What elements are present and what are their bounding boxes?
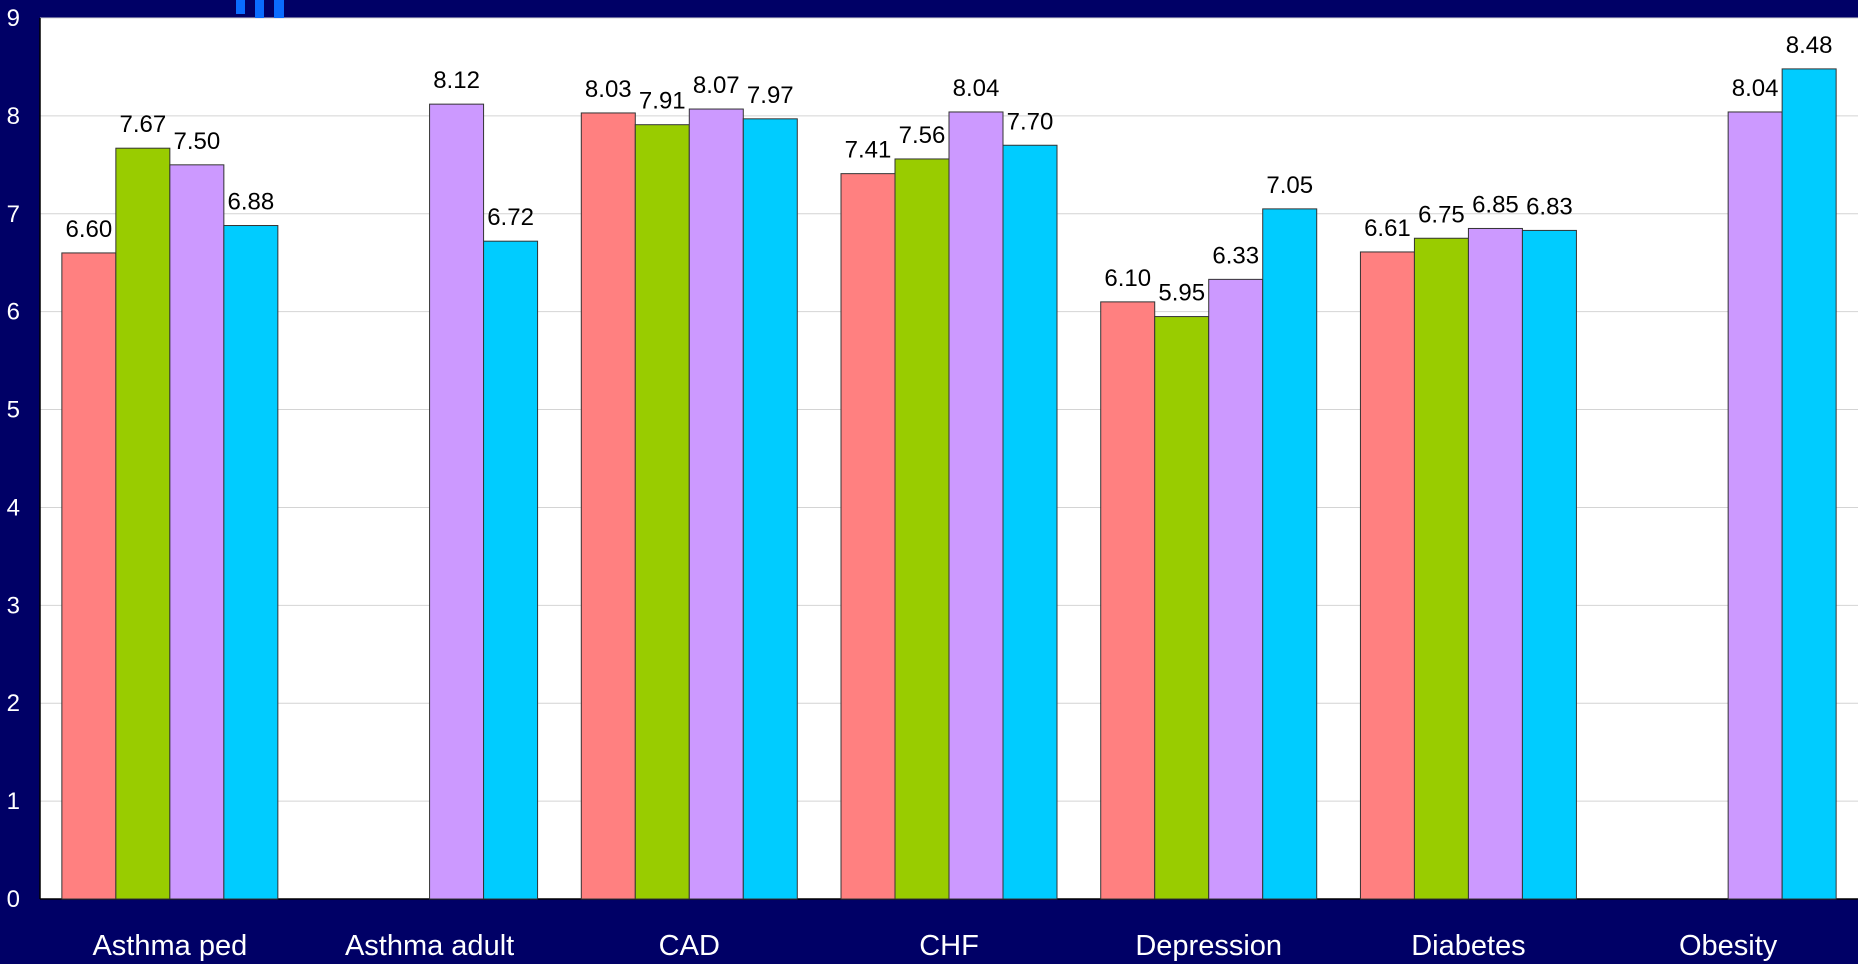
bar [1208, 278, 1264, 900]
bar [688, 108, 744, 900]
corner-decoration-block [236, 0, 245, 14]
data-label: 6.83 [1526, 193, 1573, 220]
x-category-label: CAD [659, 930, 720, 962]
y-tick-label: 9 [7, 5, 20, 32]
bar [169, 164, 225, 900]
data-label: 6.10 [1104, 265, 1151, 292]
data-label: 6.88 [227, 189, 274, 216]
data-label: 6.72 [487, 204, 534, 231]
y-tick-label: 3 [7, 592, 20, 619]
y-tick-label: 8 [7, 103, 20, 130]
data-label: 8.07 [693, 72, 740, 99]
bar [483, 240, 539, 900]
bar [1413, 237, 1469, 900]
data-label: 6.75 [1418, 201, 1465, 228]
bar [1262, 208, 1318, 900]
data-label: 8.04 [953, 75, 1000, 102]
data-label: 7.67 [119, 111, 166, 138]
bar [1521, 229, 1577, 900]
data-label: 7.56 [899, 122, 946, 149]
x-category-label: Diabetes [1411, 930, 1525, 962]
bar [61, 252, 117, 900]
y-tick-label: 1 [7, 788, 20, 815]
bar [1100, 301, 1156, 900]
bar [742, 118, 798, 900]
x-category-label: Asthma ped [92, 930, 247, 962]
x-category-label: CHF [919, 930, 979, 962]
y-tick-label: 7 [7, 201, 20, 228]
corner-decoration [236, 0, 284, 18]
bar [580, 112, 636, 900]
bar [1154, 316, 1210, 900]
bar [948, 111, 1004, 900]
bar [1002, 144, 1058, 900]
y-tick-label: 4 [7, 494, 20, 521]
data-labels: 6.60 7.67 7.50 6.88 8.12 6.72 8.03 7.91 8.07 7.97… [65, 32, 1832, 307]
data-label: 7.05 [1266, 172, 1313, 199]
bar [840, 173, 896, 900]
data-label: 7.50 [173, 128, 220, 155]
x-axis-category-labels: Asthma ped Asthma adult CAD CHF Depression Di… [92, 930, 1777, 962]
bar [1727, 111, 1783, 900]
y-tick-label: 5 [7, 397, 20, 424]
data-label: 5.95 [1158, 280, 1205, 307]
data-label: 6.85 [1472, 191, 1519, 218]
bar [634, 124, 690, 900]
data-label: 6.33 [1212, 242, 1259, 269]
data-label: 8.12 [433, 67, 480, 94]
y-tick-label: 2 [7, 690, 20, 717]
data-label: 8.03 [585, 76, 632, 103]
y-axis-ticks: 0 1 2 3 4 5 6 7 8 9 [7, 5, 20, 913]
bar [1467, 227, 1523, 900]
data-label: 7.41 [845, 137, 892, 164]
bar [1359, 251, 1415, 900]
bar [1781, 68, 1837, 900]
data-label: 6.61 [1364, 215, 1411, 242]
corner-decoration-block [255, 0, 264, 18]
x-category-label: Obesity [1679, 930, 1778, 962]
data-label: 6.60 [65, 216, 112, 243]
data-label: 7.70 [1007, 108, 1054, 135]
x-category-label: Depression [1135, 930, 1282, 962]
y-tick-label: 0 [7, 886, 20, 913]
data-label: 7.97 [747, 82, 794, 109]
bar [223, 225, 279, 900]
bars [61, 68, 1837, 900]
data-label: 8.04 [1732, 75, 1779, 102]
bar [115, 147, 171, 900]
x-category-label: Asthma adult [345, 930, 514, 962]
y-tick-label: 6 [7, 299, 20, 326]
bar [429, 103, 485, 900]
bar [894, 158, 950, 900]
corner-decoration-block [274, 0, 284, 18]
data-label: 7.91 [639, 88, 686, 115]
data-label: 8.48 [1786, 32, 1833, 59]
